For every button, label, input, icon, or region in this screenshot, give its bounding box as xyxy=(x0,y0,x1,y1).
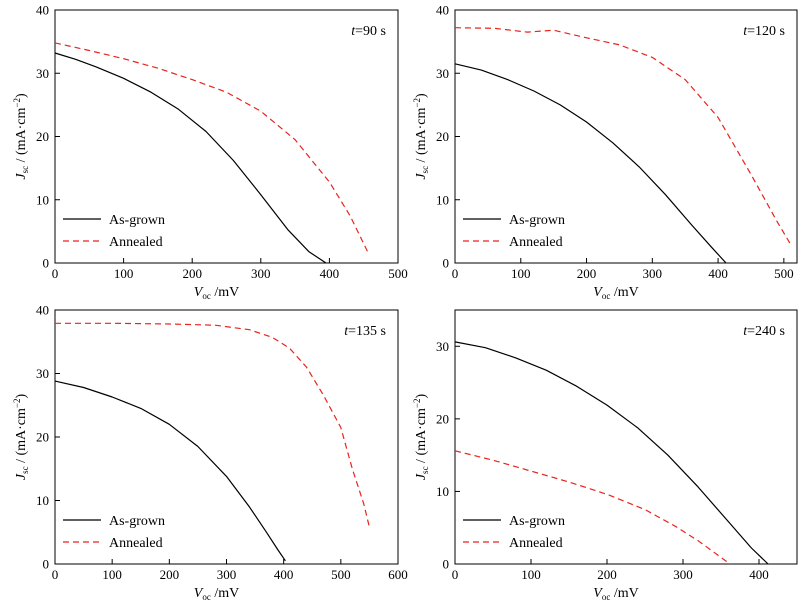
y-tick-label: 20 xyxy=(36,430,49,445)
chart-panel-1: 0 100 200 300 400 500 0 10 20 30 40 Voc /mV Jsc / (m… xyxy=(12,3,408,302)
x-tick-label: 300 xyxy=(251,266,271,281)
time-annotation: t=90 s xyxy=(351,24,386,39)
series-line-annealed xyxy=(54,42,370,254)
y-axis-label: Jsc / (mA·cm−2) xyxy=(12,394,30,481)
y-tick-label: 30 xyxy=(36,66,49,81)
x-tick-label: 200 xyxy=(577,266,597,281)
x-tick-label: 200 xyxy=(160,567,180,582)
x-tick-label: 200 xyxy=(182,266,202,281)
x-axis-label: Voc /mV xyxy=(593,586,638,602)
x-tick-label: 0 xyxy=(52,266,59,281)
y-tick-label: 20 xyxy=(436,411,449,426)
chart-panel-4: 0 100 200 300 400 0 10 20 30 Voc /mV Jsc / (mA·cm−… xyxy=(412,309,798,602)
x-tick-label: 400 xyxy=(708,266,728,281)
y-tick-label: 0 xyxy=(443,256,450,271)
y-tick-label: 40 xyxy=(36,303,49,318)
legend-label: As-grown xyxy=(509,213,565,228)
y-tick-label: 10 xyxy=(436,484,449,499)
y-tick-label: 0 xyxy=(43,256,50,271)
y-axis-label: Jsc / (mA·cm−2) xyxy=(412,93,430,180)
y-tick-label: 30 xyxy=(36,366,49,381)
plot-frame xyxy=(454,309,798,565)
x-tick-label: 300 xyxy=(673,567,693,582)
time-annotation: t=135 s xyxy=(344,324,386,339)
y-axis-label: Jsc / (mA·cm−2) xyxy=(12,93,30,180)
series-line-annealed xyxy=(454,27,791,245)
y-tick-label: 10 xyxy=(36,192,49,207)
x-tick-label: 100 xyxy=(102,567,122,582)
series-line-as-grown xyxy=(454,63,727,264)
plot-frame xyxy=(54,9,399,264)
series-line-annealed xyxy=(454,450,731,565)
y-tick-label: 0 xyxy=(43,557,50,572)
chart-panel-3: 0 100 200 300 400 500 600 0 10 20 30 40 Voc /mV Jsc /… xyxy=(12,303,408,603)
x-tick-label: 300 xyxy=(217,567,237,582)
x-tick-label: 100 xyxy=(114,266,134,281)
y-tick-label: 0 xyxy=(443,557,450,572)
chart-panel-2: 0 100 200 300 400 500 0 10 20 30 40 Voc /mV Jsc / (m… xyxy=(412,3,798,301)
x-tick-label: 0 xyxy=(52,567,59,582)
x-axis-label: Voc /mV xyxy=(194,586,239,602)
series-line-as-grown xyxy=(54,380,286,562)
x-tick-label: 200 xyxy=(597,567,617,582)
y-axis-label: Jsc / (mA·cm−2) xyxy=(412,394,430,481)
y-tick-label: 10 xyxy=(436,192,449,207)
time-annotation: t=120 s xyxy=(743,24,785,39)
x-axis-label: Voc /mV xyxy=(194,285,239,301)
y-tick-label: 30 xyxy=(436,339,449,354)
plot-frame xyxy=(54,309,399,565)
legend-label: Annealed xyxy=(109,536,163,551)
x-tick-label: 500 xyxy=(774,266,794,281)
x-tick-label: 0 xyxy=(452,266,459,281)
x-tick-label: 400 xyxy=(749,567,769,582)
time-annotation: t=240 s xyxy=(743,324,785,339)
legend-label: Annealed xyxy=(109,235,163,250)
legend-label: As-grown xyxy=(109,514,165,529)
legend-label: Annealed xyxy=(509,235,563,250)
x-tick-label: 500 xyxy=(331,567,351,582)
y-tick-label: 30 xyxy=(436,66,449,81)
x-tick-label: 300 xyxy=(643,266,663,281)
x-tick-label: 500 xyxy=(388,266,408,281)
legend-label: As-grown xyxy=(109,213,165,228)
x-tick-label: 600 xyxy=(388,567,408,582)
legend-label: Annealed xyxy=(509,536,563,551)
x-tick-label: 100 xyxy=(521,567,541,582)
y-tick-label: 20 xyxy=(36,129,49,144)
series-line-as-grown xyxy=(454,341,769,565)
y-tick-label: 40 xyxy=(436,3,449,18)
x-tick-label: 400 xyxy=(320,266,340,281)
y-tick-label: 40 xyxy=(36,3,49,18)
x-tick-label: 0 xyxy=(452,567,459,582)
x-tick-label: 100 xyxy=(511,266,531,281)
y-tick-label: 10 xyxy=(36,493,49,508)
y-tick-label: 20 xyxy=(436,129,449,144)
x-axis-label: Voc /mV xyxy=(593,285,638,301)
x-tick-label: 400 xyxy=(274,567,294,582)
legend-label: As-grown xyxy=(509,514,565,529)
series-line-annealed xyxy=(55,322,370,528)
series-line-as-grown xyxy=(54,52,327,264)
